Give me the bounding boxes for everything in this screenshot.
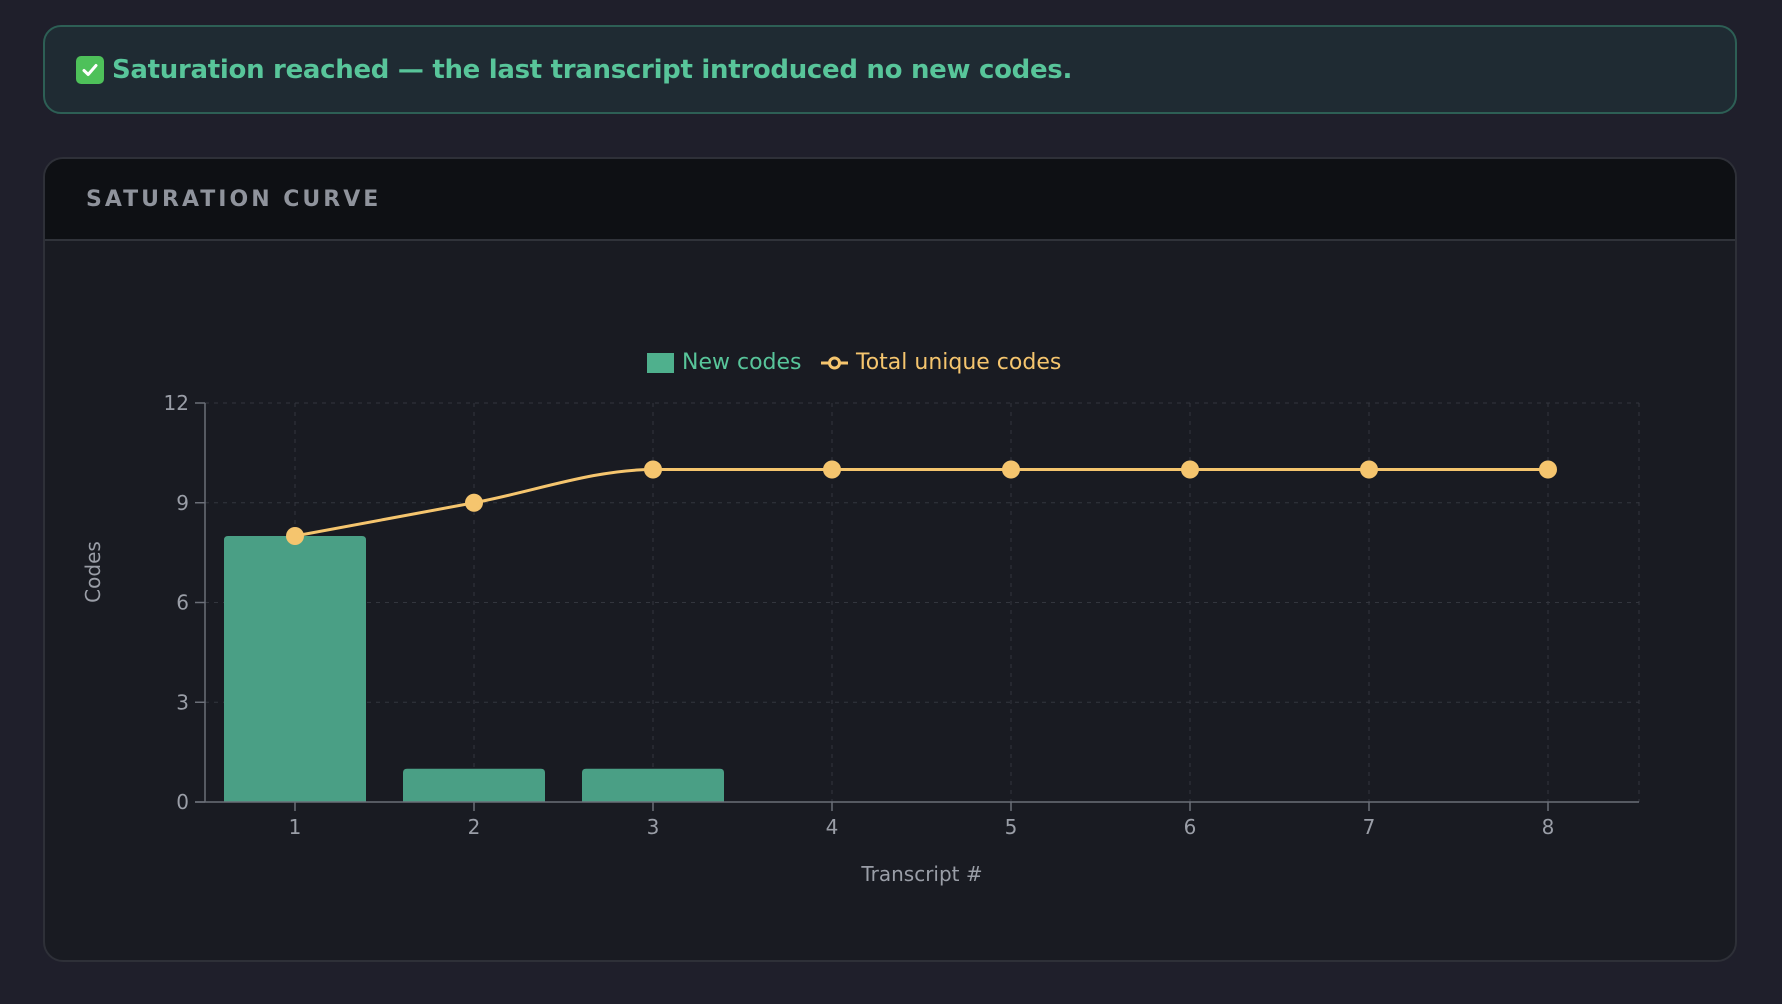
- x-tick-label: 3: [647, 815, 660, 839]
- point-total-unique-codes[interactable]: [286, 527, 304, 545]
- bar-new-codes[interactable]: [224, 536, 366, 802]
- point-total-unique-codes[interactable]: [1002, 460, 1020, 479]
- legend-total-marker: [828, 356, 841, 370]
- x-tick-label: 6: [1184, 815, 1197, 839]
- saturation-banner: Saturation reached — the last transcript…: [43, 25, 1737, 114]
- x-axis-label: Transcript #: [860, 862, 982, 886]
- y-tick-label: 12: [164, 391, 189, 415]
- y-tick-label: 0: [176, 790, 189, 814]
- bar-new-codes[interactable]: [403, 768, 545, 802]
- x-tick-label: 5: [1005, 815, 1018, 839]
- y-tick-label: 9: [176, 491, 189, 515]
- legend-total-label[interactable]: Total unique codes: [855, 350, 1061, 375]
- bar-new-codes[interactable]: [582, 768, 724, 802]
- check-box-icon: [76, 55, 104, 84]
- card-header: SATURATION CURVE: [45, 159, 1735, 241]
- line-series: [286, 460, 1557, 545]
- x-tick-label: 1: [289, 815, 302, 839]
- grid: [205, 402, 1640, 802]
- x-tick-label: 7: [1363, 815, 1376, 839]
- point-total-unique-codes[interactable]: [823, 460, 841, 479]
- point-total-unique-codes[interactable]: [465, 493, 483, 512]
- y-axis-label: Codes: [81, 541, 105, 603]
- point-total-unique-codes[interactable]: [1181, 460, 1199, 479]
- legend[interactable]: New codes Total unique codes: [647, 350, 1061, 375]
- saturation-curve-card: SATURATION CURVE 0 3 6 9 12 1 2 3 4 5 6 7 8 New code…: [43, 157, 1737, 962]
- point-total-unique-codes[interactable]: [1360, 460, 1378, 479]
- y-tick-label: 6: [176, 591, 189, 615]
- x-tick-label: 4: [826, 815, 839, 839]
- point-total-unique-codes[interactable]: [644, 460, 662, 479]
- bars: [224, 536, 724, 802]
- line-total-unique-codes: [294, 467, 1548, 538]
- x-tick-label: 2: [468, 815, 481, 839]
- banner-message: Saturation reached — the last transcript…: [112, 54, 1073, 85]
- legend-new-codes-swatch: [647, 353, 674, 373]
- card-title: SATURATION CURVE: [86, 186, 382, 212]
- x-tick-label: 8: [1542, 815, 1555, 839]
- legend-new-codes-label[interactable]: New codes: [682, 350, 802, 375]
- y-tick-label: 3: [176, 690, 189, 714]
- point-total-unique-codes[interactable]: [1539, 460, 1557, 479]
